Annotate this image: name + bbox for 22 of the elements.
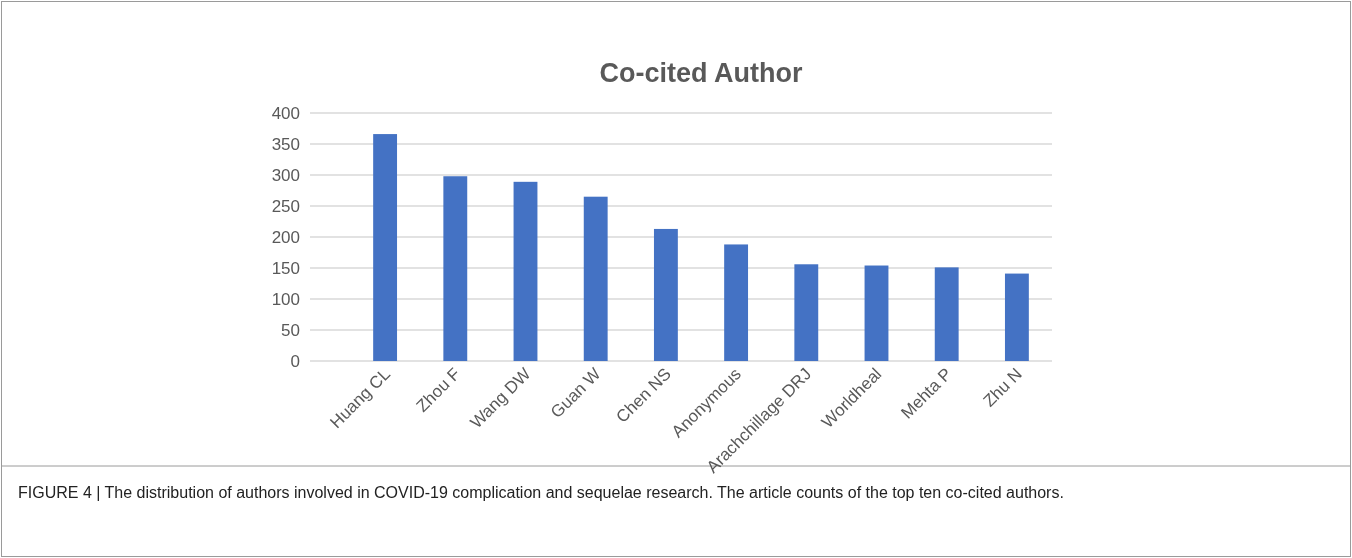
bar [443, 176, 468, 361]
y-tick-label: 100 [271, 289, 300, 309]
y-tick-label: 0 [290, 351, 300, 371]
y-tick-label: 200 [271, 227, 300, 247]
y-tick-label: 300 [271, 165, 300, 185]
y-tick-label: 50 [281, 320, 300, 340]
bar [583, 196, 608, 361]
y-tick-label: 400 [271, 103, 300, 123]
bar [794, 264, 819, 361]
bar [373, 134, 398, 361]
caption: FIGURE 4 | The distribution of authors involved in COVID-19 complication and sequelae research. The article counts of the top ten co-cited authors. [18, 484, 1064, 501]
bar [864, 265, 889, 361]
y-tick-label: 350 [271, 134, 300, 154]
x-tick-label: Zhu N [979, 364, 1026, 411]
bar [1004, 273, 1029, 361]
y-tick-label: 150 [271, 258, 300, 278]
bar [513, 181, 538, 361]
y-tick-label: 250 [271, 196, 300, 216]
bar [653, 228, 678, 361]
bar [724, 244, 749, 361]
chart-title: Co-cited Author [599, 58, 803, 88]
bar [934, 267, 959, 361]
